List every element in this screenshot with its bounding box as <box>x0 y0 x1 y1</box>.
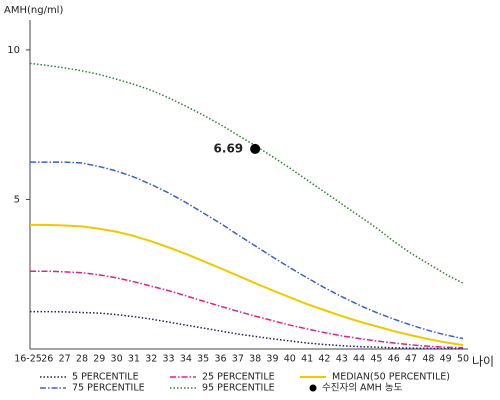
x-tick-label: 38 <box>249 354 261 365</box>
x-tick-label: 40 <box>284 354 296 365</box>
x-tick-label: 39 <box>266 354 278 365</box>
legend-label: 75 PERCENTILE <box>72 383 145 394</box>
series-line <box>30 310 463 350</box>
x-tick-label: 26 <box>41 354 53 365</box>
legend-label: 95 PERCENTILE <box>202 383 275 394</box>
x-tick-label: 34 <box>180 354 192 365</box>
series-line <box>30 270 464 349</box>
x-tick-label: 32 <box>145 354 157 365</box>
x-tick-label: 29 <box>93 354 105 365</box>
x-tick-label: 36 <box>214 354 226 365</box>
y-axis-title: AMH(ng/ml) <box>4 5 63 16</box>
legend-label: MEDIAN(50 PERCENTILE) <box>332 372 450 383</box>
x-tick-label: 43 <box>336 354 348 365</box>
legend-swatch <box>309 384 317 392</box>
x-tick-label: 47 <box>405 354 417 365</box>
x-tick-label: 44 <box>353 354 365 365</box>
x-tick-label: 33 <box>163 354 175 365</box>
x-tick-label: 48 <box>422 354 434 365</box>
legend-label: 수진자의 AMH 농도 <box>322 383 403 394</box>
legend-label: 25 PERCENTILE <box>202 372 275 383</box>
x-tick-label: 45 <box>370 354 382 365</box>
x-tick-label: 30 <box>111 354 123 365</box>
point-label: 6.69 <box>214 141 244 155</box>
x-tick-label: 41 <box>301 354 313 365</box>
y-tick-label: 5 <box>14 194 20 205</box>
x-tick-label: 16-25 <box>14 354 42 365</box>
x-tick-label: 35 <box>197 354 209 365</box>
x-tick-label: 27 <box>59 354 71 365</box>
patient-point <box>250 143 261 154</box>
x-tick-label: 37 <box>232 354 244 365</box>
series-line <box>30 161 464 340</box>
y-tick-label: 10 <box>7 45 20 56</box>
x-tick-label: 28 <box>76 354 88 365</box>
x-tick-label: 42 <box>318 354 330 365</box>
series-line <box>30 223 464 347</box>
x-axis-title: 나이 <box>472 355 494 369</box>
x-tick-label: 31 <box>128 354 140 365</box>
legend-label: 5 PERCENTILE <box>72 372 139 383</box>
x-tick-label: 46 <box>388 354 400 365</box>
series-line <box>29 62 464 284</box>
x-tick-label: 49 <box>440 354 452 365</box>
x-tick-label: 50 <box>457 354 469 365</box>
